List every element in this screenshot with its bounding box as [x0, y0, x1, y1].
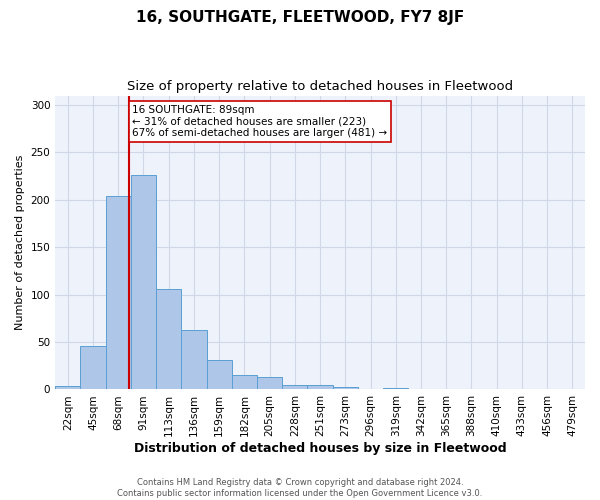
Bar: [131, 175, 156, 390]
Text: 16 SOUTHGATE: 89sqm
← 31% of detached houses are smaller (223)
67% of semi-detac: 16 SOUTHGATE: 89sqm ← 31% of detached ho…: [133, 105, 388, 138]
Bar: [55, 386, 80, 390]
Bar: [282, 384, 307, 390]
Title: Size of property relative to detached houses in Fleetwood: Size of property relative to detached ho…: [127, 80, 513, 93]
Bar: [257, 377, 282, 390]
Bar: [358, 388, 383, 390]
Bar: [383, 388, 409, 390]
Bar: [307, 384, 332, 390]
Text: Contains HM Land Registry data © Crown copyright and database right 2024.
Contai: Contains HM Land Registry data © Crown c…: [118, 478, 482, 498]
Text: 16, SOUTHGATE, FLEETWOOD, FY7 8JF: 16, SOUTHGATE, FLEETWOOD, FY7 8JF: [136, 10, 464, 25]
Bar: [232, 375, 257, 390]
Bar: [156, 289, 181, 390]
Bar: [332, 386, 358, 390]
Bar: [181, 330, 206, 390]
Bar: [80, 346, 106, 390]
Bar: [106, 196, 131, 390]
Bar: [560, 388, 585, 390]
Y-axis label: Number of detached properties: Number of detached properties: [15, 155, 25, 330]
X-axis label: Distribution of detached houses by size in Fleetwood: Distribution of detached houses by size …: [134, 442, 506, 455]
Bar: [206, 360, 232, 390]
